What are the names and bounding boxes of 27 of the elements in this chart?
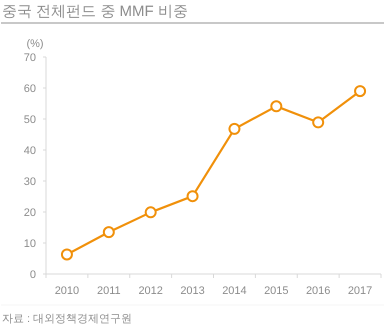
annotation: 자료 : 대외정책경제연구원 <box>2 313 132 325</box>
point <box>312 116 324 128</box>
ytick: 30 <box>24 176 36 188</box>
xtick: 2011 <box>96 285 121 297</box>
ytick: 70 <box>24 52 36 64</box>
xtick: 2010 <box>54 285 80 297</box>
point <box>270 100 282 112</box>
xtick: 2012 <box>138 285 163 297</box>
ytick: 20 <box>24 207 36 219</box>
ylabel: (%) <box>26 38 44 50</box>
ytick: 50 <box>24 114 36 126</box>
ytick: 0 <box>30 269 36 281</box>
point <box>354 85 366 98</box>
xtick: 2016 <box>306 285 330 297</box>
ytick: 40 <box>24 145 36 157</box>
point <box>186 190 199 202</box>
xtick: 2013 <box>180 285 205 297</box>
xtick: 2017 <box>348 285 372 297</box>
xtick: 2015 <box>264 285 289 297</box>
point <box>228 122 240 135</box>
xtick: 2014 <box>222 285 247 297</box>
point <box>102 226 115 238</box>
point <box>60 248 73 260</box>
ytick: 10 <box>24 238 36 250</box>
ytick: 60 <box>24 83 36 95</box>
point <box>144 206 157 218</box>
title: 중국 전체펀드 중 MMF 비중 <box>2 3 188 20</box>
